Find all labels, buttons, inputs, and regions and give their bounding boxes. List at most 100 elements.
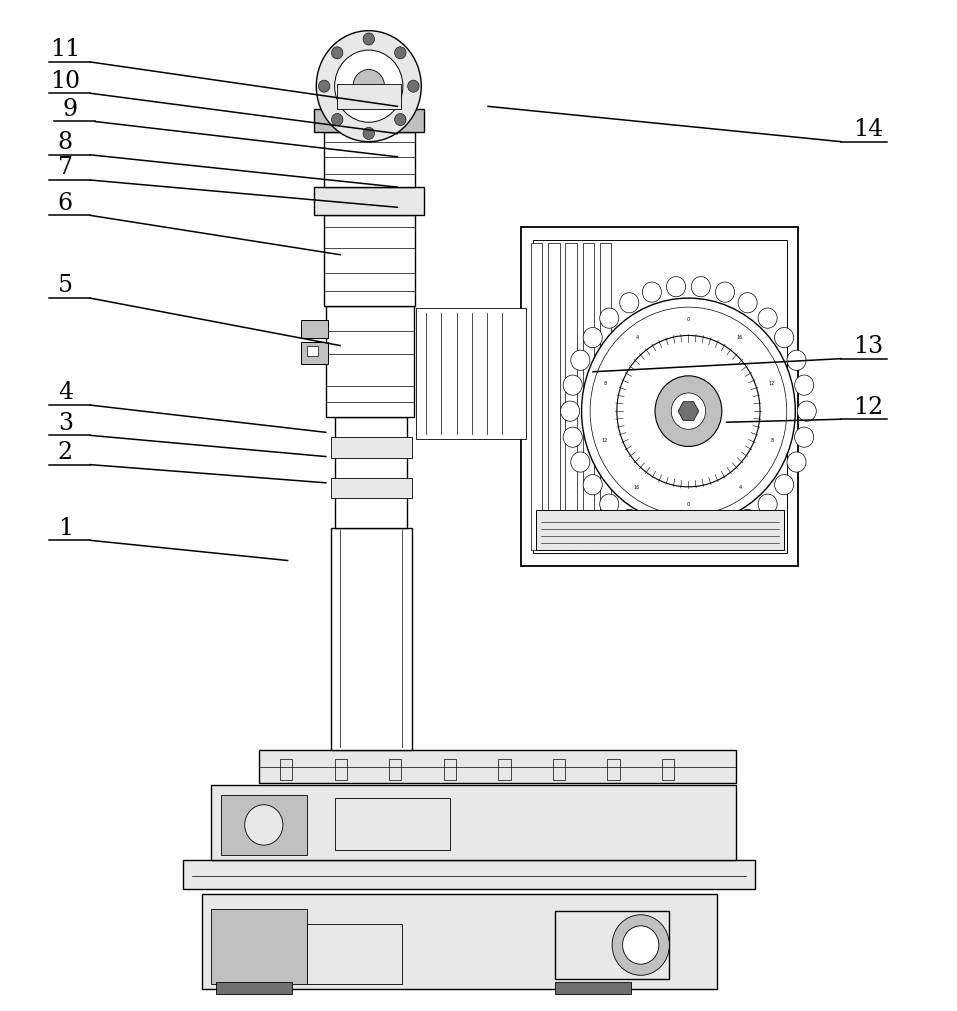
Bar xyxy=(330,438,412,458)
Text: 4: 4 xyxy=(57,381,73,404)
Text: 12: 12 xyxy=(768,380,775,385)
Circle shape xyxy=(245,805,283,845)
Circle shape xyxy=(666,526,685,546)
Bar xyxy=(522,228,798,566)
Circle shape xyxy=(363,34,374,47)
Bar xyxy=(531,244,543,551)
Text: 8: 8 xyxy=(604,380,607,385)
Circle shape xyxy=(774,475,793,495)
Bar xyxy=(335,798,450,850)
Polygon shape xyxy=(679,402,699,422)
Circle shape xyxy=(394,48,406,60)
Circle shape xyxy=(600,308,619,329)
Circle shape xyxy=(655,376,722,447)
Text: 8: 8 xyxy=(770,438,773,443)
Bar xyxy=(661,759,674,779)
Circle shape xyxy=(394,114,406,126)
Text: 13: 13 xyxy=(853,335,883,358)
Circle shape xyxy=(582,299,795,525)
Circle shape xyxy=(363,128,374,141)
Circle shape xyxy=(738,510,757,530)
Bar xyxy=(444,759,456,779)
Circle shape xyxy=(671,393,705,430)
Circle shape xyxy=(331,48,343,60)
Text: 0: 0 xyxy=(687,501,690,507)
Circle shape xyxy=(642,521,661,541)
Text: 6: 6 xyxy=(57,191,73,214)
Text: 4: 4 xyxy=(635,335,638,340)
Text: 8: 8 xyxy=(57,131,73,154)
Circle shape xyxy=(570,351,590,371)
Bar xyxy=(548,244,560,551)
Circle shape xyxy=(623,926,658,964)
Circle shape xyxy=(583,475,602,495)
Circle shape xyxy=(353,71,385,104)
Circle shape xyxy=(590,307,787,516)
Bar xyxy=(183,860,755,889)
Text: 1: 1 xyxy=(57,517,73,539)
Bar xyxy=(552,759,565,779)
Bar xyxy=(337,85,401,110)
Bar xyxy=(499,759,510,779)
Bar xyxy=(566,244,577,551)
Text: 16: 16 xyxy=(634,484,640,489)
Text: 16: 16 xyxy=(737,335,743,340)
Bar xyxy=(314,110,424,132)
Text: 4: 4 xyxy=(739,484,742,489)
Circle shape xyxy=(716,521,735,541)
Circle shape xyxy=(319,81,330,93)
Bar xyxy=(323,216,414,307)
Circle shape xyxy=(774,329,793,349)
Bar xyxy=(533,241,787,554)
Circle shape xyxy=(758,308,777,329)
Circle shape xyxy=(787,351,806,371)
Bar xyxy=(335,759,347,779)
Text: 12: 12 xyxy=(602,438,609,443)
Circle shape xyxy=(612,915,669,976)
Circle shape xyxy=(794,428,813,448)
Circle shape xyxy=(583,329,602,349)
Circle shape xyxy=(570,453,590,473)
Text: 2: 2 xyxy=(57,441,73,464)
Text: 9: 9 xyxy=(62,98,78,120)
Bar xyxy=(307,346,318,356)
Bar xyxy=(325,307,413,418)
Bar xyxy=(536,511,784,551)
Bar xyxy=(583,244,594,551)
Bar xyxy=(259,750,736,783)
Circle shape xyxy=(620,293,639,313)
Bar xyxy=(389,759,402,779)
Circle shape xyxy=(563,428,582,448)
Bar xyxy=(416,309,526,440)
Text: 10: 10 xyxy=(51,70,80,93)
Circle shape xyxy=(316,31,421,143)
Circle shape xyxy=(691,526,710,546)
Circle shape xyxy=(738,293,757,313)
Bar xyxy=(555,911,669,980)
Circle shape xyxy=(666,277,685,297)
Bar xyxy=(600,244,612,551)
Circle shape xyxy=(600,494,619,515)
Bar xyxy=(330,478,412,498)
Circle shape xyxy=(716,283,735,303)
Circle shape xyxy=(408,81,419,93)
Circle shape xyxy=(787,453,806,473)
Circle shape xyxy=(617,336,760,487)
Text: 11: 11 xyxy=(50,38,80,62)
Text: 7: 7 xyxy=(57,157,73,179)
Bar xyxy=(301,321,327,339)
Bar xyxy=(280,759,293,779)
Bar xyxy=(607,759,619,779)
Text: 0: 0 xyxy=(687,316,690,321)
Circle shape xyxy=(331,114,343,126)
Bar xyxy=(335,418,407,529)
Text: 12: 12 xyxy=(853,395,883,419)
Bar xyxy=(307,924,402,985)
Bar xyxy=(314,188,424,216)
Bar xyxy=(323,132,414,188)
Bar xyxy=(555,983,632,995)
Bar xyxy=(301,342,327,364)
Bar xyxy=(330,529,412,750)
Circle shape xyxy=(620,510,639,530)
Bar xyxy=(221,795,307,855)
